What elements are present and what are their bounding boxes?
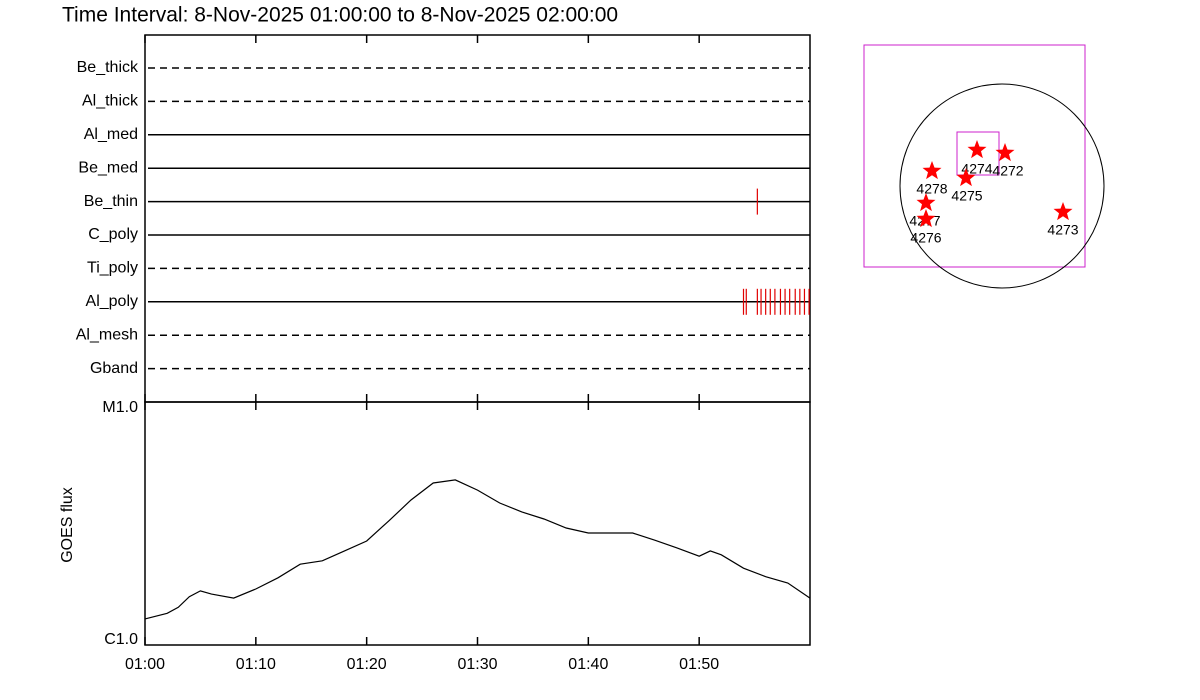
region-star — [967, 140, 987, 159]
y-axis-label: GOES flux — [59, 487, 76, 563]
region-star — [922, 161, 942, 180]
x-tick-label: 01:40 — [568, 656, 608, 673]
row-label: Ti_poly — [87, 260, 138, 277]
row-label: Al_med — [84, 126, 138, 143]
fov-box — [863, 44, 1086, 268]
solar-limb — [899, 83, 1105, 289]
region-star — [916, 193, 936, 212]
region-label: 4278 — [916, 181, 947, 197]
region-label: 4274 — [961, 161, 992, 177]
region-star — [916, 209, 936, 228]
region-label: 4276 — [910, 230, 941, 246]
x-tick-label: 01:50 — [679, 656, 719, 673]
row-label: Al_thick — [82, 93, 139, 110]
x-tick-label: 01:20 — [347, 656, 387, 673]
row-label: Be_thick — [77, 59, 139, 76]
row-label: Al_poly — [86, 293, 138, 310]
y-tick-label: C1.0 — [104, 631, 138, 648]
region-label: 4275 — [951, 188, 982, 204]
chart-title: Time Interval: 8-Nov-2025 01:00:00 to 8-… — [62, 4, 618, 27]
x-tick-label: 01:30 — [457, 656, 497, 673]
goes-line — [144, 479, 811, 620]
x-tick-label: 01:10 — [236, 656, 276, 673]
region-star — [956, 168, 976, 187]
row-label: Gband — [90, 360, 138, 377]
region-label: 4273 — [1047, 222, 1078, 238]
row-label: Al_mesh — [76, 326, 138, 343]
region-star — [1053, 202, 1073, 221]
row-label: Be_med — [78, 159, 138, 176]
x-tick-label: 01:00 — [125, 656, 165, 673]
row-label: Be_thin — [84, 193, 138, 210]
region-star — [995, 143, 1015, 162]
row-label: C_poly — [88, 226, 138, 243]
pointing-box — [956, 131, 1000, 176]
region-label: 4272 — [992, 163, 1023, 179]
y-tick-label: M1.0 — [102, 399, 138, 416]
